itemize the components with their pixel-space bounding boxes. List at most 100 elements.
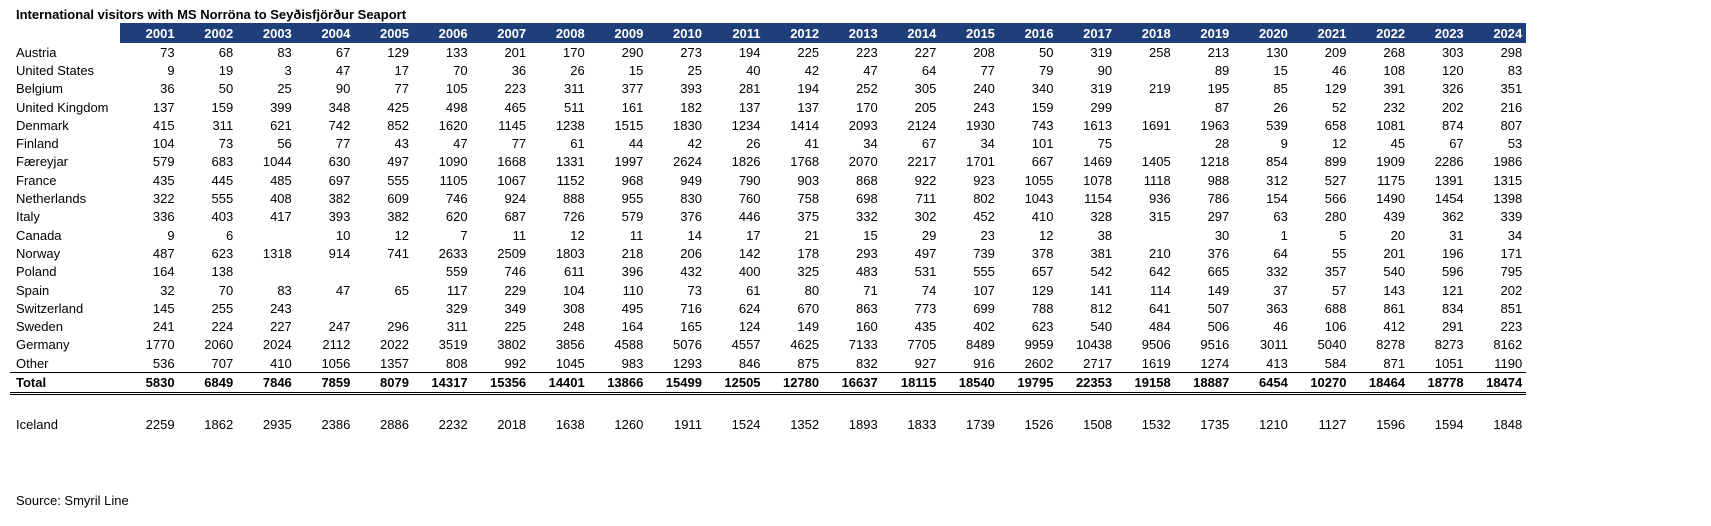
- value-cell: 336: [152, 209, 175, 225]
- value-cell: 4588: [614, 337, 644, 353]
- value-cell: 182: [680, 99, 702, 115]
- year-header: 2003: [237, 23, 296, 43]
- year-header: 2020: [1233, 23, 1292, 43]
- value-cell: 255: [211, 300, 234, 316]
- value-cell: 36: [511, 62, 527, 78]
- value-cell: 225: [504, 319, 527, 335]
- value-cell: 415: [152, 117, 175, 133]
- value-cell: 159: [1031, 99, 1054, 115]
- value-cell: 1067: [497, 172, 527, 188]
- value-cell: 19: [218, 62, 234, 78]
- value-cell: 746: [504, 264, 527, 280]
- value-cell: 202: [1500, 282, 1523, 298]
- value-cell: 507: [1207, 300, 1230, 316]
- value-cell: 154: [1266, 191, 1288, 207]
- spacer-row: [10, 394, 1526, 416]
- value-cell: 9: [1280, 136, 1288, 152]
- value-cell: 12: [394, 227, 409, 243]
- value-cell: 208: [973, 44, 995, 60]
- value-cell: 410: [270, 355, 292, 371]
- value-cell: 38: [1097, 227, 1113, 243]
- value-cell: 2886: [380, 416, 409, 432]
- value-cell: 687: [504, 209, 527, 225]
- value-cell: 851: [1500, 300, 1523, 316]
- value-cell: 4557: [731, 337, 761, 353]
- value-cell: 351: [1500, 81, 1523, 97]
- value-cell: 46: [1332, 62, 1347, 78]
- value-cell: 77: [980, 62, 995, 78]
- visitors-table: 2001 2002 2003 2004 2005 2006 2007 2008 2009 2010…: [10, 23, 1527, 433]
- value-cell: 26: [570, 62, 585, 78]
- value-cell: 36: [160, 81, 175, 97]
- value-cell: 1044: [262, 154, 292, 170]
- value-cell: 381: [1090, 245, 1113, 261]
- value-cell: 399: [270, 99, 292, 115]
- value-cell: 1613: [1083, 117, 1113, 133]
- value-cell: 40: [746, 62, 761, 78]
- row-label: [10, 394, 120, 416]
- value-cell: 5076: [673, 337, 702, 353]
- value-cell: 2633: [438, 245, 468, 261]
- value-cell: 357: [1324, 264, 1347, 280]
- value-cell: 229: [504, 282, 527, 298]
- value-cell: 621: [270, 117, 292, 133]
- value-cell: 788: [1031, 300, 1054, 316]
- value-cell: 506: [1207, 319, 1230, 335]
- value-cell: 874: [1441, 117, 1464, 133]
- value-cell: 642: [1148, 264, 1171, 280]
- value-cell: 1210: [1258, 416, 1288, 432]
- value-cell: [179, 394, 238, 416]
- value-cell: 2124: [907, 117, 937, 133]
- table-row: Germany 1770 2060 2024 2112 2022 3519 3802 3856 4…: [10, 336, 1526, 354]
- value-cell: 923: [973, 172, 995, 188]
- table-row: Spain 32 70 83 47 65 117 229 104 110 73 61 80 71 74 107…: [10, 281, 1526, 299]
- value-cell: 216: [1500, 99, 1523, 115]
- value-cell: 34: [1507, 227, 1523, 243]
- value-cell: 5: [1339, 227, 1347, 243]
- value-cell: 17: [746, 227, 761, 243]
- value-cell: 31: [1449, 227, 1464, 243]
- value-cell: 90: [1097, 62, 1113, 78]
- row-label: Denmark: [16, 117, 69, 133]
- value-cell: 3: [284, 62, 292, 78]
- table-row: Færeyjar 579 683 1044 630 497 1090 1668 1331 1997…: [10, 153, 1526, 171]
- row-label: Finland: [16, 136, 59, 152]
- value-cell: 61: [746, 282, 761, 298]
- value-cell: [589, 394, 648, 416]
- value-cell: 758: [797, 191, 820, 207]
- value-cell: 555: [211, 191, 234, 207]
- value-cell: 70: [453, 62, 468, 78]
- value-cell: 164: [621, 319, 644, 335]
- value-cell: 1274: [1200, 355, 1230, 371]
- value-cell: 142: [738, 245, 761, 261]
- value-cell: 164: [152, 264, 175, 280]
- value-cell: 363: [1266, 300, 1288, 316]
- table-row: Norway 487 623 1318 914 741 2633 2509 1803 218 206…: [10, 244, 1526, 262]
- value-cell: 25: [687, 62, 702, 78]
- value-cell: 23: [980, 227, 995, 243]
- value-cell: 657: [1031, 264, 1054, 280]
- value-cell: 741: [387, 245, 409, 261]
- value-cell: 223: [856, 44, 878, 60]
- table-row: Denmark 415 311 621 742 852 1620 1145 1238 1515 18…: [10, 116, 1526, 134]
- value-cell: 170: [856, 99, 878, 115]
- value-cell: 67: [921, 136, 937, 152]
- value-cell: 7859: [295, 372, 355, 396]
- value-cell: 15: [1273, 62, 1288, 78]
- value-cell: 511: [564, 99, 585, 115]
- value-cell: 293: [856, 245, 878, 261]
- value-cell: 726: [563, 209, 585, 225]
- value-cell: 1594: [1434, 416, 1464, 432]
- value-cell: 19795: [998, 372, 1058, 396]
- value-cell: 68: [218, 44, 234, 60]
- row-label: Total: [10, 372, 120, 396]
- row-label: Switzerland: [16, 300, 84, 316]
- value-cell: 21: [804, 227, 820, 243]
- value-cell: 790: [738, 172, 761, 188]
- value-cell: 25: [277, 81, 292, 97]
- value-cell: 129: [387, 44, 409, 60]
- value-cell: 1596: [1376, 416, 1406, 432]
- value-cell: 861: [1383, 300, 1406, 316]
- value-cell: 223: [504, 81, 527, 97]
- value-cell: 110: [622, 282, 644, 298]
